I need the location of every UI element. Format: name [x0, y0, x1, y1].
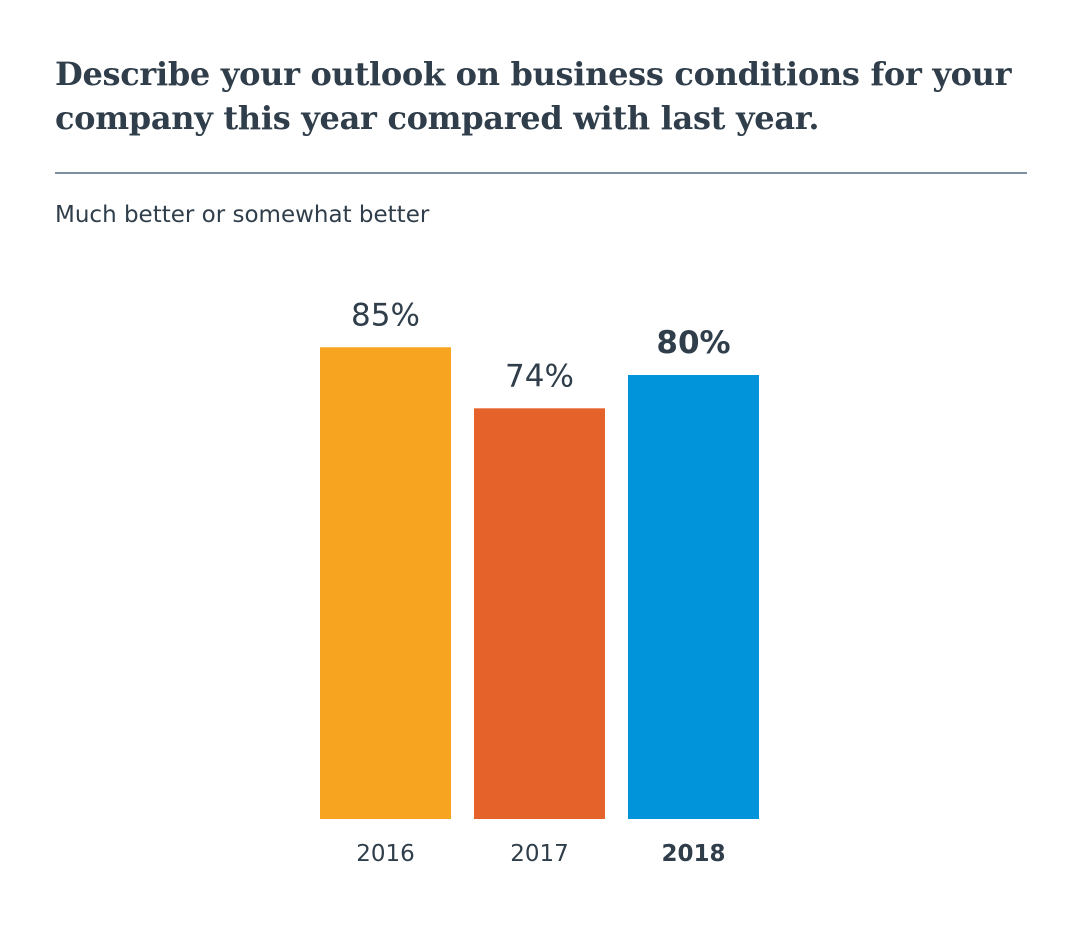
x-tick-label-2018: 2018 [661, 841, 725, 867]
chart-title: Describe your outlook on business condit… [55, 55, 1012, 137]
chart-subtitle: Much better or somewhat better [55, 202, 430, 228]
bar-2018 [628, 375, 759, 819]
data-label-2017: 74% [505, 358, 574, 394]
bar-2016 [320, 347, 451, 819]
bar-2017 [474, 408, 605, 819]
x-tick-label-2016: 2016 [356, 841, 415, 867]
x-tick-label-2017: 2017 [510, 841, 569, 867]
title-divider [55, 172, 1027, 174]
data-label-2018: 80% [656, 325, 730, 361]
data-label-2016: 85% [351, 297, 420, 333]
